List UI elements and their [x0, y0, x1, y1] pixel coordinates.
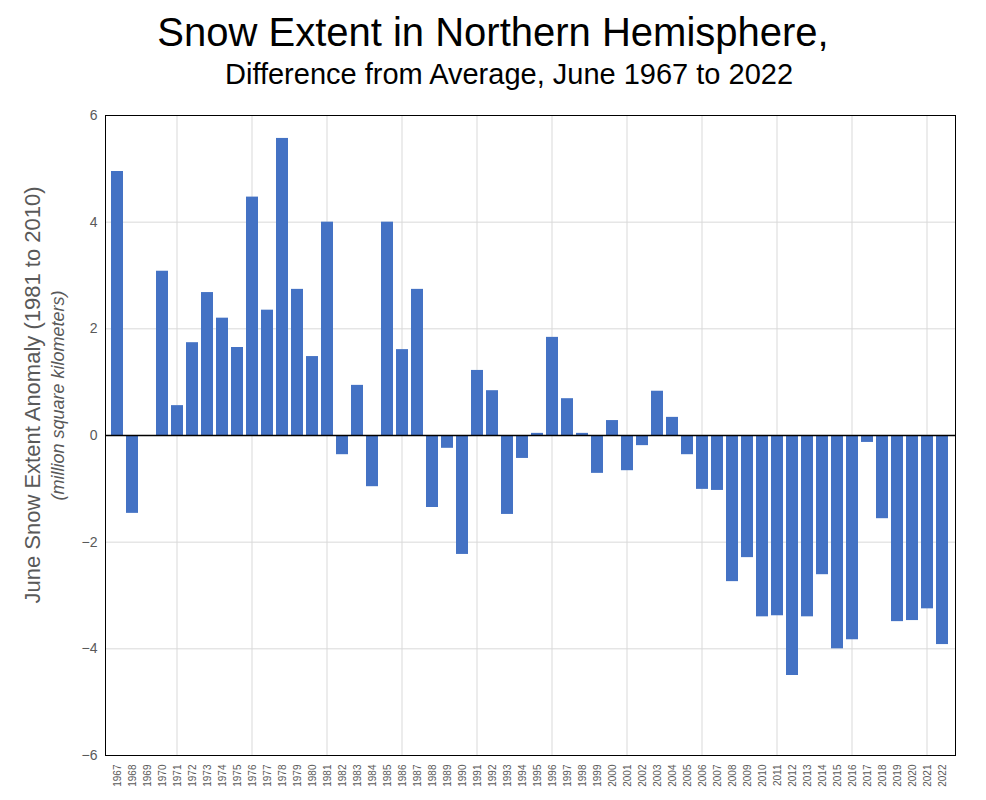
svg-text:2017: 2017 [862, 764, 873, 787]
svg-text:1970: 1970 [157, 764, 168, 787]
svg-text:2013: 2013 [802, 764, 813, 787]
svg-text:2022: 2022 [937, 764, 948, 787]
svg-text:2006: 2006 [697, 764, 708, 787]
svg-text:2002: 2002 [637, 764, 648, 787]
svg-text:1972: 1972 [187, 764, 198, 787]
svg-text:1975: 1975 [232, 764, 243, 787]
svg-text:2: 2 [90, 320, 98, 336]
svg-text:1982: 1982 [337, 764, 348, 787]
svg-text:2015: 2015 [832, 764, 843, 787]
svg-text:1973: 1973 [202, 764, 213, 787]
svg-text:2003: 2003 [652, 764, 663, 787]
svg-text:1979: 1979 [292, 764, 303, 787]
svg-text:1997: 1997 [562, 764, 573, 787]
html-text:Difference from Average, June: Difference from Average, June 1967 to 20… [225, 58, 793, 90]
svg-text:2007: 2007 [712, 764, 723, 787]
svg-text:2021: 2021 [922, 764, 933, 787]
html-text:Snow Extent in Northern Hemisp: Snow Extent in Northern Hemisphere, [157, 10, 829, 54]
svg-text:0: 0 [90, 427, 98, 443]
svg-text:2005: 2005 [682, 764, 693, 787]
svg-text:2010: 2010 [757, 764, 768, 787]
svg-text:−6: −6 [82, 747, 98, 763]
svg-text:1988: 1988 [427, 764, 438, 787]
svg-text:2011: 2011 [772, 764, 783, 786]
svg-text:1978: 1978 [277, 764, 288, 787]
svg-text:2001: 2001 [622, 764, 633, 787]
svg-text:2012: 2012 [787, 764, 798, 787]
svg-text:1977: 1977 [262, 764, 273, 787]
svg-text:2004: 2004 [667, 764, 678, 787]
svg-text:1985: 1985 [382, 764, 393, 787]
svg-text:2009: 2009 [742, 764, 753, 787]
svg-text:1984: 1984 [367, 764, 378, 787]
svg-text:1999: 1999 [592, 764, 603, 787]
svg-text:2018: 2018 [877, 764, 888, 787]
svg-text:1993: 1993 [502, 764, 513, 787]
svg-text:−2: −2 [82, 534, 98, 550]
svg-text:1976: 1976 [247, 764, 258, 787]
svg-text:1969: 1969 [142, 764, 153, 787]
svg-text:1998: 1998 [577, 764, 588, 787]
svg-text:1987: 1987 [412, 764, 423, 787]
svg-text:1989: 1989 [442, 764, 453, 787]
html-text:(million square kilometers): (million square kilometers) [47, 290, 68, 500]
svg-text:1994: 1994 [517, 764, 528, 787]
svg-text:2019: 2019 [892, 764, 903, 787]
svg-text:1996: 1996 [547, 764, 558, 787]
svg-text:2014: 2014 [817, 764, 828, 787]
html-text:June Snow Extent Anomaly (1981: June Snow Extent Anomaly (1981 to 2010) [19, 186, 44, 604]
svg-text:1980: 1980 [307, 764, 318, 787]
svg-text:1990: 1990 [457, 764, 468, 787]
svg-text:4: 4 [90, 214, 98, 230]
svg-text:1981: 1981 [322, 764, 333, 787]
svg-text:6: 6 [90, 107, 98, 123]
svg-text:2016: 2016 [847, 764, 858, 787]
svg-text:1974: 1974 [217, 764, 228, 787]
svg-text:2020: 2020 [907, 764, 918, 787]
svg-text:1971: 1971 [172, 764, 183, 787]
svg-text:−4: −4 [82, 640, 98, 656]
svg-text:1968: 1968 [127, 764, 138, 787]
svg-text:1967: 1967 [112, 764, 123, 787]
svg-text:1986: 1986 [397, 764, 408, 787]
svg-text:2008: 2008 [727, 764, 738, 787]
svg-text:1991: 1991 [472, 764, 483, 787]
svg-text:1992: 1992 [487, 764, 498, 787]
svg-text:1995: 1995 [532, 764, 543, 787]
svg-text:1983: 1983 [352, 764, 363, 787]
svg-text:2000: 2000 [607, 764, 618, 787]
